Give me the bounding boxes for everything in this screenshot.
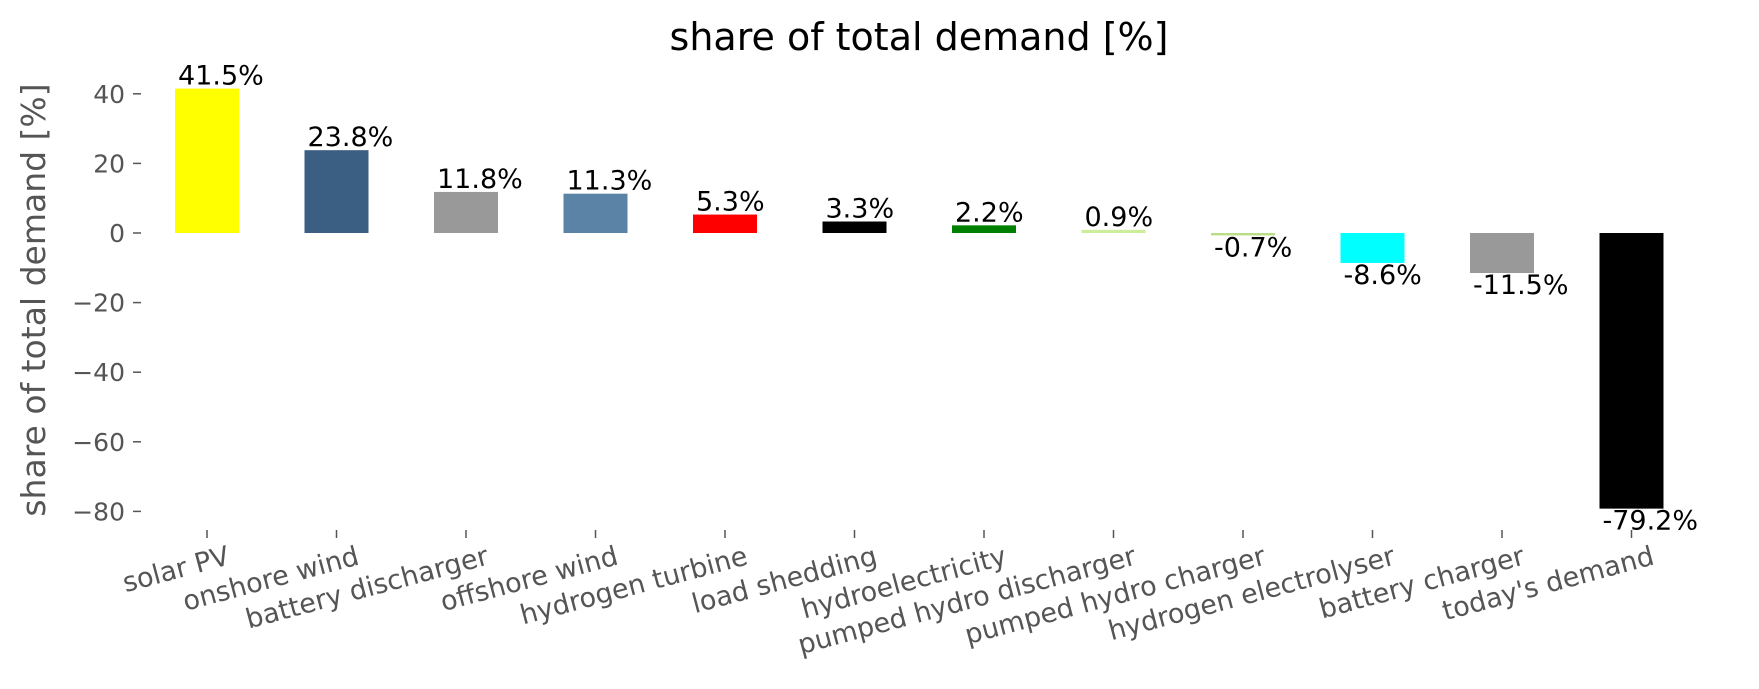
data-label: -79.2%: [1603, 506, 1699, 537]
y-tick-label: −20: [72, 289, 125, 318]
bar: [693, 214, 757, 233]
bar: [175, 88, 239, 233]
data-label: 23.8%: [308, 122, 394, 153]
data-label: 11.3%: [567, 166, 653, 197]
data-label: -0.7%: [1214, 232, 1292, 263]
y-tick-label: −60: [72, 428, 125, 457]
data-label: -8.6%: [1344, 260, 1422, 291]
chart-title: share of total demand [%]: [670, 15, 1169, 59]
data-label: -11.5%: [1473, 270, 1569, 301]
bar: [563, 193, 628, 233]
bar: [304, 150, 369, 233]
data-labels: 41.5% 23.8% 11.8% 11.3% 5.3% 3.3% 2.2% 0.9% -0.7…: [178, 61, 1698, 537]
y-tick-label: 0: [109, 219, 125, 248]
bar: [1340, 233, 1405, 263]
y-tick-label: −80: [72, 497, 125, 526]
y-tick-label: −40: [72, 358, 125, 387]
bars: [175, 88, 1664, 509]
data-label: 41.5%: [178, 61, 264, 92]
y-tick-label: 40: [93, 80, 125, 109]
data-label: 5.3%: [696, 187, 765, 218]
bar: [1211, 233, 1275, 236]
bar: [434, 191, 498, 233]
bar: [1599, 233, 1664, 509]
data-label: 11.8%: [437, 164, 523, 195]
data-label: 0.9%: [1085, 202, 1154, 233]
y-tick-label: 20: [93, 149, 125, 178]
bar: [1081, 229, 1146, 233]
y-axis: 40 20 0 −20 −40 −60 −80: [72, 80, 141, 526]
data-label: 2.2%: [955, 197, 1024, 228]
bar: [952, 225, 1016, 233]
bar: [822, 221, 887, 233]
data-label: 3.3%: [826, 194, 895, 225]
y-axis-label: share of total demand [%]: [14, 83, 53, 516]
bar: [1470, 233, 1534, 274]
